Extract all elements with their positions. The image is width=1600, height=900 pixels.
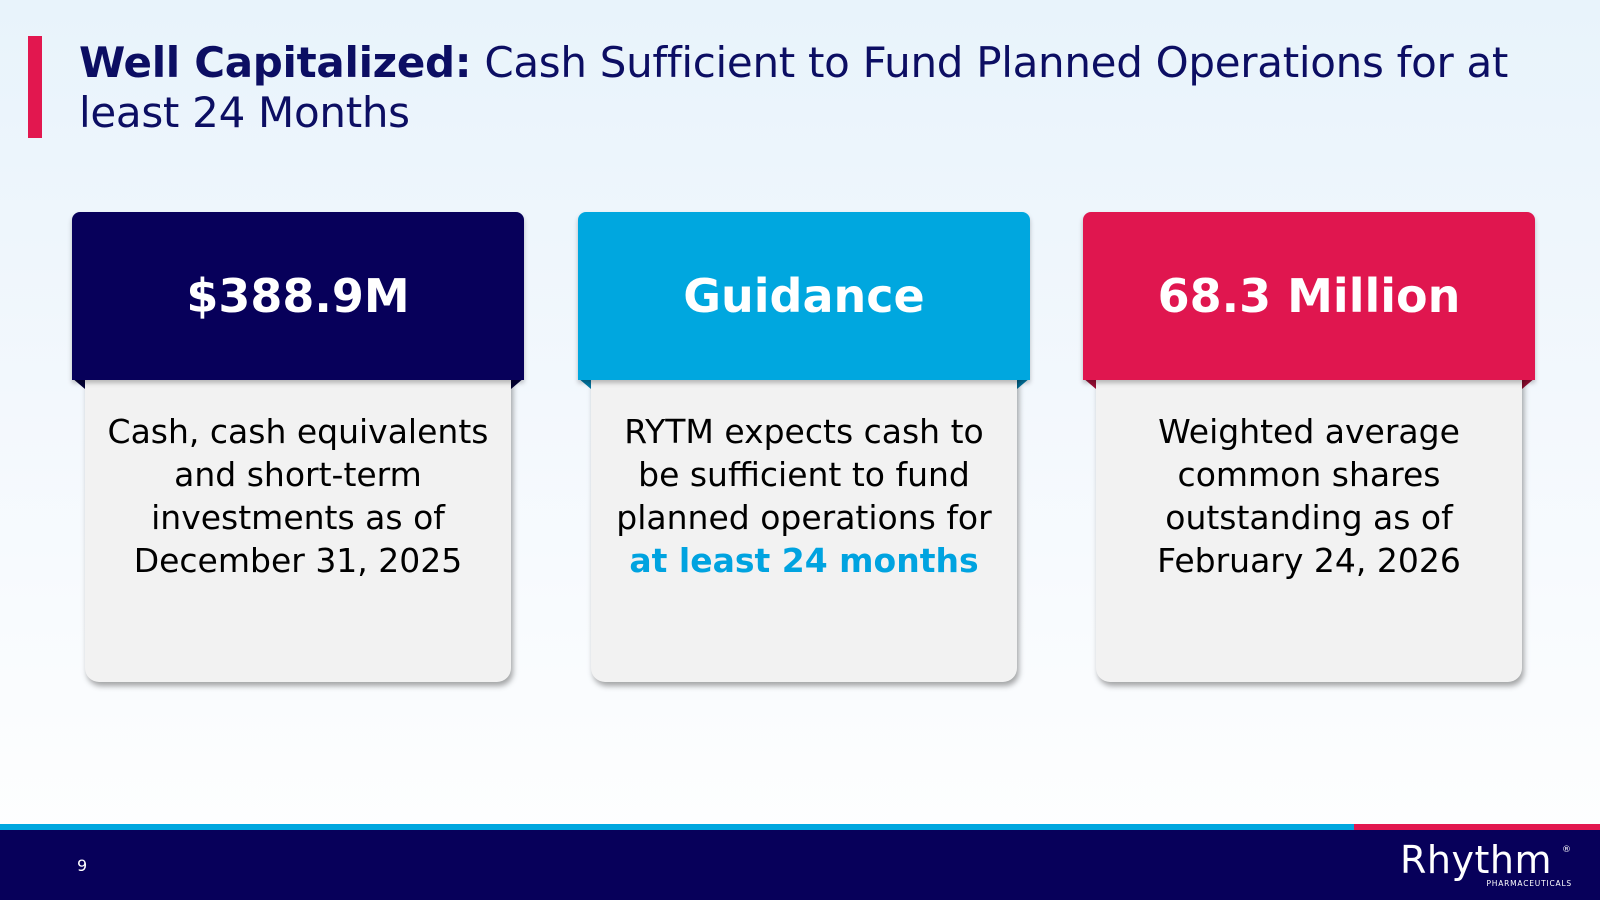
rhythm-logo: Rhythm ® PHARMACEUTICALS <box>1400 840 1572 888</box>
title-accent-bar <box>28 36 42 138</box>
card-fold-left <box>578 378 591 389</box>
card-body <box>85 362 511 682</box>
card-body <box>1096 362 1522 682</box>
card-guidance: Guidance RYTM expects cash to be suffici… <box>578 212 1030 690</box>
card-text: Cash, cash equivalents and short-term in… <box>107 412 489 580</box>
logo-subtitle: PHARMACEUTICALS <box>1486 879 1572 888</box>
card-fold-left <box>72 378 85 389</box>
slide-title-rest: Cash Sufficient to Fund Planned Operatio… <box>79 38 1509 137</box>
card-fold-right <box>511 378 524 389</box>
card-text-highlight: at least 24 months <box>629 541 979 580</box>
footer-accent-blue <box>0 824 1354 830</box>
page-number: 9 <box>77 856 88 875</box>
slide-title-bold: Well Capitalized: <box>79 38 472 87</box>
card-text-main: RYTM expects cash to be sufficient to fu… <box>616 412 992 537</box>
card-shares: 68.3 Million Weighted average common sha… <box>1083 212 1535 690</box>
slide-title: Well Capitalized: Cash Sufficient to Fun… <box>79 38 1559 138</box>
logo-registered: ® <box>1562 845 1571 855</box>
footer-bar <box>0 830 1600 900</box>
card-text: Weighted average common shares outstandi… <box>1157 412 1461 580</box>
card-fold-right <box>1522 378 1535 389</box>
logo-wordmark: Rhythm <box>1400 840 1552 882</box>
card-cash: $388.9M Cash, cash equivalents and short… <box>72 212 524 690</box>
footer-accent-red <box>1354 824 1600 830</box>
card-fold-left <box>1083 378 1096 389</box>
card-body <box>591 362 1017 682</box>
card-fold-right <box>1017 378 1030 389</box>
card-text: RYTM expects cash to be sufficient to fu… <box>591 410 1017 582</box>
card-header: Guidance <box>578 212 1030 380</box>
card-header: 68.3 Million <box>1083 212 1535 380</box>
card-header: $388.9M <box>72 212 524 380</box>
